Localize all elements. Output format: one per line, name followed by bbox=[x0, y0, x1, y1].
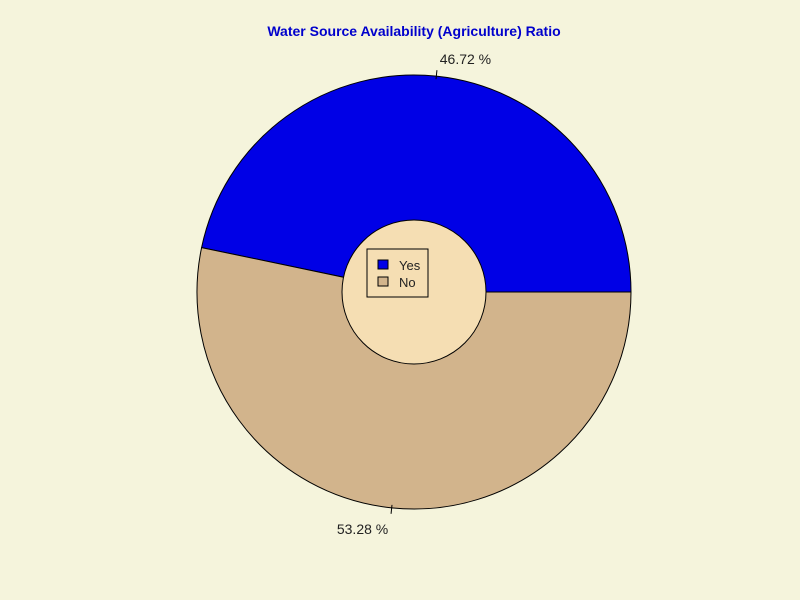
legend-swatch-yes bbox=[377, 259, 389, 270]
legend-label-no: No bbox=[399, 275, 416, 290]
slice-leader-line bbox=[390, 504, 393, 514]
slice-leader-line bbox=[435, 70, 438, 80]
slice-label-yes: 46.72 % bbox=[440, 51, 491, 67]
legend-entries: Yes No bbox=[377, 258, 421, 290]
slices-group bbox=[196, 74, 632, 510]
legend-frame bbox=[366, 248, 429, 298]
legend-label-yes: Yes bbox=[399, 258, 421, 273]
donut-hole bbox=[341, 219, 487, 365]
legend: Yes No bbox=[366, 248, 429, 298]
slice-labels-group: 46.72 % 53.28 % bbox=[337, 51, 491, 537]
slice-label-no: 53.28 % bbox=[337, 521, 388, 537]
legend-swatch-no bbox=[377, 276, 389, 287]
chart-title: Water Source Availability (Agriculture) … bbox=[267, 23, 560, 39]
